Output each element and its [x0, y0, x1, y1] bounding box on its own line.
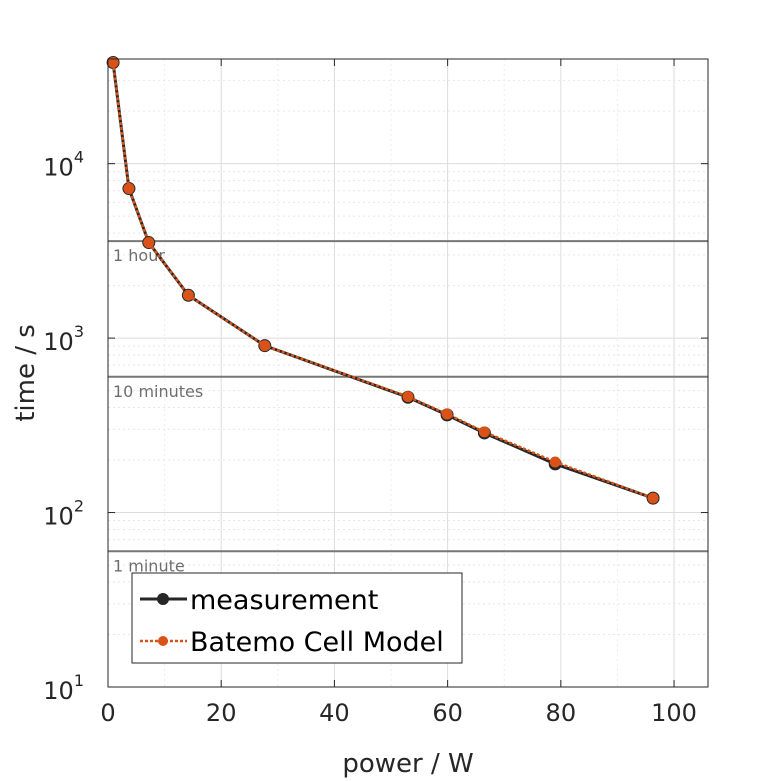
y-axis-label: time / s	[11, 324, 41, 422]
y-tick-label: 103	[43, 322, 84, 356]
plot-frame	[107, 58, 709, 688]
legend-marker-batemo-cell-model	[158, 636, 168, 646]
y-tick-label: 104	[43, 148, 84, 182]
data-point	[441, 408, 453, 420]
x-tick-label: 60	[432, 699, 463, 727]
series-lines	[106, 56, 660, 505]
data-point	[259, 340, 271, 352]
legend-marker-measurement	[157, 593, 169, 605]
data-point	[123, 183, 135, 195]
y-tick-label: 102	[43, 497, 84, 531]
data-point	[143, 237, 155, 249]
data-point	[182, 289, 194, 301]
x-tick-label: 80	[546, 699, 577, 727]
data-point	[478, 426, 490, 438]
legend-label-measurement: measurement	[190, 585, 378, 616]
x-axis-label: power / W	[342, 749, 473, 779]
data-point	[647, 492, 659, 504]
reference-line-label: 1 hour	[113, 246, 165, 265]
reference-line-label: 10 minutes	[113, 382, 203, 401]
data-point	[402, 391, 414, 403]
reference-line-label: 1 minute	[113, 556, 185, 575]
x-tick-label: 40	[319, 699, 350, 727]
x-tick-label: 0	[100, 699, 115, 727]
series-line	[111, 62, 654, 500]
x-tick-label: 100	[651, 699, 697, 727]
reference-lines: 1 hour 10 minutes 1 minute	[108, 240, 708, 575]
legend-label-batemo-cell-model: Batemo Cell Model	[190, 627, 444, 658]
legend: measurement Batemo Cell Model	[131, 572, 463, 664]
x-tick-label: 20	[206, 699, 237, 727]
series-line	[111, 62, 654, 500]
legend-box	[131, 572, 463, 664]
y-tick-label: 101	[43, 671, 84, 705]
data-point	[549, 456, 561, 468]
